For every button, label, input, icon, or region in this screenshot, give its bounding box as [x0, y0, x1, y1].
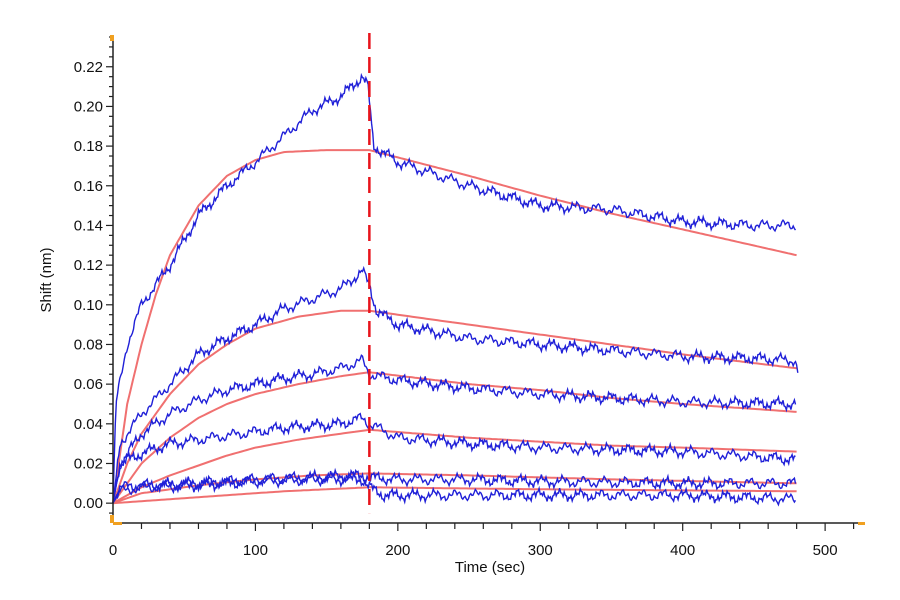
y-tick-label: 0.12: [74, 257, 103, 274]
fit-curve-fit-6: [112, 486, 797, 505]
fit-curve-fit-2: [112, 309, 797, 504]
y-tick-label: 0.02: [74, 455, 103, 472]
x-tick-label: 400: [670, 542, 695, 559]
measured-curve-measured-4: [112, 412, 796, 504]
x-tick-label: 300: [528, 542, 553, 559]
y-tick-label: 0.00: [74, 495, 103, 512]
y-axis-min-marker: [110, 515, 114, 523]
y-axis-title: Shift (nm): [38, 247, 55, 312]
x-tick-label: 500: [813, 542, 838, 559]
axes: 0.00 0.02 0.04 0.06 0.08 0.10 0.12 0.14 0.16 0.18…: [74, 35, 865, 559]
y-tick-label: 0.06: [74, 376, 103, 393]
measured-curve-measured-1: [112, 72, 797, 504]
y-tick-label: 0.18: [74, 138, 103, 155]
y-tick-label: 0.08: [74, 336, 103, 353]
y-tick-label: 0.16: [74, 178, 103, 195]
x-tick-label: 100: [243, 542, 268, 559]
fit-curve-fit-4: [112, 428, 797, 505]
y-axis-max-marker: [110, 35, 114, 41]
x-axis-max-marker: [858, 522, 865, 525]
x-tick-label: 0: [109, 542, 117, 559]
measured-curve-measured-3: [112, 354, 797, 504]
x-axis-min-marker: [113, 522, 122, 525]
x-tick-label: 200: [385, 542, 410, 559]
measured-curve-measured-2: [112, 265, 799, 504]
y-tick-label: 0.22: [74, 59, 103, 76]
measured-curve-measured-6: [112, 471, 797, 507]
y-tick-label: 0.04: [74, 416, 103, 433]
x-axis-title: Time (sec): [455, 559, 525, 576]
y-tick-label: 0.10: [74, 297, 103, 314]
plot-area: [112, 33, 799, 514]
y-tick-label: 0.14: [74, 217, 103, 234]
y-tick-label: 0.20: [74, 98, 103, 115]
fit-curve-fit-1: [112, 149, 797, 504]
